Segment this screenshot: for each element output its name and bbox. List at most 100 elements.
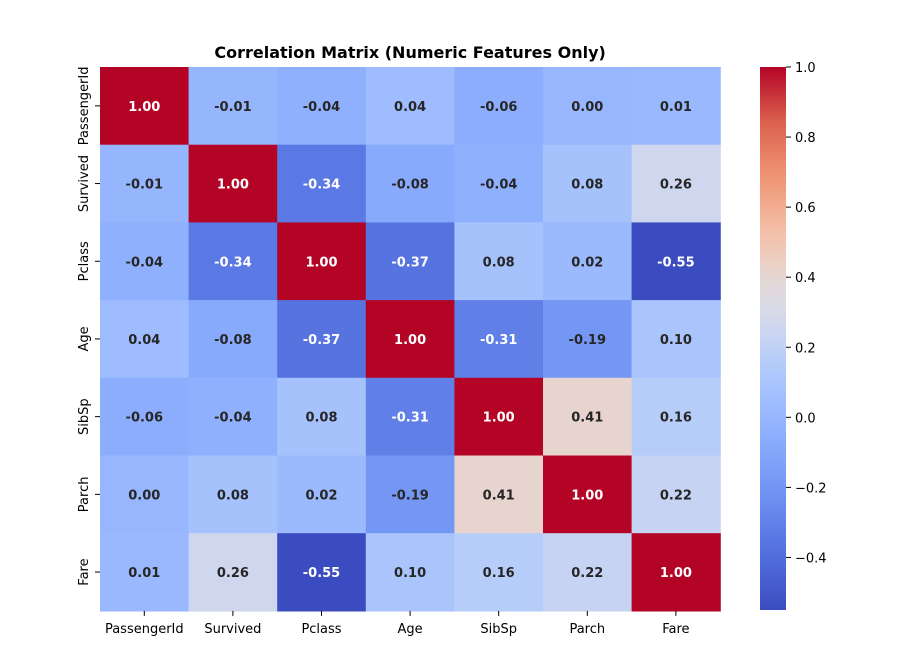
heatmap-cell-Fare-Age: [365, 533, 455, 612]
heatmap-cell-Pclass-Pclass: [277, 222, 367, 301]
colorbar-tick-label-3: 0.2: [795, 341, 816, 356]
colorbar-tick-label-1: −0.2: [795, 481, 827, 496]
cell-value-Age-Age: 1.00: [394, 333, 426, 348]
colorbar-tick-label-7: 1.0: [795, 61, 816, 76]
heatmap-cell-SibSp-Parch: [543, 377, 633, 457]
cell-value-SibSp-Age: -0.31: [391, 411, 428, 426]
cell-value-Parch-PassengerId: 0.00: [128, 488, 160, 503]
y-tick-label-PassengerId: PassengerId: [77, 67, 92, 146]
y-tick-label-Age: Age: [77, 326, 92, 351]
heatmap-cell-Parch-Pclass: [277, 455, 367, 534]
heatmap-cell-Fare-Parch: [543, 533, 633, 612]
heatmap-cells: [100, 67, 721, 612]
heatmap-cell-Survived-Parch: [543, 144, 633, 223]
x-tick-label-PassengerId: PassengerId: [105, 622, 184, 637]
heatmap-cell-Fare-Fare: [631, 533, 721, 612]
cell-value-Parch-SibSp: 0.41: [483, 488, 515, 503]
cell-value-SibSp-Survived: -0.04: [214, 411, 251, 426]
heatmap-cell-Pclass-SibSp: [454, 222, 544, 301]
cell-value-Fare-Age: 0.10: [394, 566, 426, 581]
cell-value-SibSp-Fare: 0.16: [660, 411, 692, 426]
cell-value-Survived-Parch: 0.08: [571, 178, 603, 193]
heatmap-cell-Survived-Fare: [631, 144, 721, 223]
x-tick-label-Age: Age: [398, 622, 423, 637]
cell-value-Survived-Pclass: -0.34: [303, 178, 340, 193]
cell-value-Pclass-Survived: -0.34: [214, 255, 251, 270]
heatmap-cell-SibSp-Pclass: [277, 377, 367, 457]
cell-value-PassengerId-Pclass: -0.04: [303, 100, 340, 115]
heatmap-cell-Age-SibSp: [454, 300, 544, 379]
cell-value-Pclass-PassengerId: -0.04: [126, 255, 163, 270]
cell-value-PassengerId-Survived: -0.01: [214, 100, 251, 115]
heatmap-cell-Age-Pclass: [277, 300, 367, 379]
heatmap-cell-Parch-Age: [365, 455, 455, 534]
cell-value-SibSp-SibSp: 1.00: [483, 411, 515, 426]
cell-value-Survived-PassengerId: -0.01: [126, 178, 163, 193]
cell-value-Pclass-SibSp: 0.08: [483, 255, 515, 270]
cell-value-PassengerId-SibSp: -0.06: [480, 100, 517, 115]
cell-value-PassengerId-Age: 0.04: [394, 100, 426, 115]
heatmap-cell-SibSp-Age: [365, 377, 455, 457]
y-tick-label-Pclass: Pclass: [77, 241, 92, 281]
heatmap-cell-PassengerId-Survived: [188, 67, 278, 146]
cell-value-PassengerId-Parch: 0.00: [571, 100, 603, 115]
colorbar-tick-label-5: 0.6: [795, 201, 816, 216]
cell-value-SibSp-PassengerId: -0.06: [126, 411, 163, 426]
heatmap-cell-Parch-Parch: [543, 455, 633, 534]
cell-value-Age-SibSp: -0.31: [480, 333, 517, 348]
heatmap-cell-SibSp-SibSp: [454, 377, 544, 457]
heatmap-cell-Survived-Pclass: [277, 144, 367, 223]
heatmap-cell-Age-Age: [365, 300, 455, 379]
heatmap-cell-Fare-Survived: [188, 533, 278, 612]
cell-value-Pclass-Pclass: 1.00: [305, 255, 337, 270]
cell-value-Survived-Age: -0.08: [391, 178, 428, 193]
cell-value-PassengerId-Fare: 0.01: [660, 100, 692, 115]
heatmap-cell-labels: 1.00 -0.01 -0.04 0.04 -0.06 0.00 0.01 -0.01 1.00…: [126, 100, 695, 581]
heatmap-cell-Age-PassengerId: [100, 300, 190, 379]
heatmap-cell-Age-Fare: [631, 300, 721, 379]
cell-value-Survived-Fare: 0.26: [660, 178, 692, 193]
colorbar-tick-label-6: 0.8: [795, 131, 816, 146]
y-tick-label-SibSp: SibSp: [77, 398, 92, 435]
cell-value-Pclass-Age: -0.37: [391, 255, 428, 270]
x-axis: PassengerId Survived Pclass Age SibSp Parch Fa…: [105, 610, 690, 637]
x-tick-label-SibSp: SibSp: [480, 622, 517, 637]
heatmap-cell-Parch-PassengerId: [100, 455, 190, 534]
heatmap-cell-Parch-Survived: [188, 455, 278, 534]
colorbar-tick-label-2: 0.0: [795, 411, 816, 426]
cell-value-Age-Pclass: -0.37: [303, 333, 340, 348]
colorbar-tick-label-4: 0.4: [795, 271, 816, 286]
cell-value-Age-Fare: 0.10: [660, 333, 692, 348]
heatmap-cell-PassengerId-Pclass: [277, 67, 367, 146]
heatmap-cell-Pclass-Fare: [631, 222, 721, 301]
cell-value-Fare-PassengerId: 0.01: [128, 566, 160, 581]
colorbar: −0.4 −0.2 0.0 0.2 0.4 0.6 0.8 1.0: [760, 61, 827, 610]
cell-value-Age-Survived: -0.08: [214, 333, 251, 348]
heatmap-cell-Fare-PassengerId: [100, 533, 190, 612]
x-tick-label-Parch: Parch: [569, 622, 605, 637]
heatmap-cell-Age-Survived: [188, 300, 278, 379]
cell-value-Pclass-Parch: 0.02: [571, 255, 603, 270]
heatmap-cell-Age-Parch: [543, 300, 633, 379]
heatmap-cell-PassengerId-Age: [365, 67, 455, 146]
heatmap-cell-Survived-PassengerId: [100, 144, 190, 223]
cell-value-PassengerId-PassengerId: 1.00: [128, 100, 160, 115]
heatmap-cell-PassengerId-Fare: [631, 67, 721, 146]
heatmap-cell-PassengerId-PassengerId: [100, 67, 190, 146]
heatmap-cell-Pclass-Age: [365, 222, 455, 301]
heatmap-cell-Pclass-PassengerId: [100, 222, 190, 301]
cell-value-SibSp-Pclass: 0.08: [305, 411, 337, 426]
heatmap-cell-Survived-SibSp: [454, 144, 544, 223]
y-tick-label-Fare: Fare: [77, 558, 92, 585]
cell-value-Parch-Pclass: 0.02: [305, 488, 337, 503]
heatmap-cell-Fare-Pclass: [277, 533, 367, 612]
heatmap-cell-Fare-SibSp: [454, 533, 544, 612]
heatmap-cell-PassengerId-SibSp: [454, 67, 544, 146]
y-tick-label-Survived: Survived: [77, 155, 92, 212]
cell-value-Survived-Survived: 1.00: [217, 178, 249, 193]
x-tick-label-Survived: Survived: [204, 622, 261, 637]
x-tick-label-Fare: Fare: [662, 622, 689, 637]
x-tick-label-Pclass: Pclass: [301, 622, 341, 637]
heatmap-cell-Parch-SibSp: [454, 455, 544, 534]
